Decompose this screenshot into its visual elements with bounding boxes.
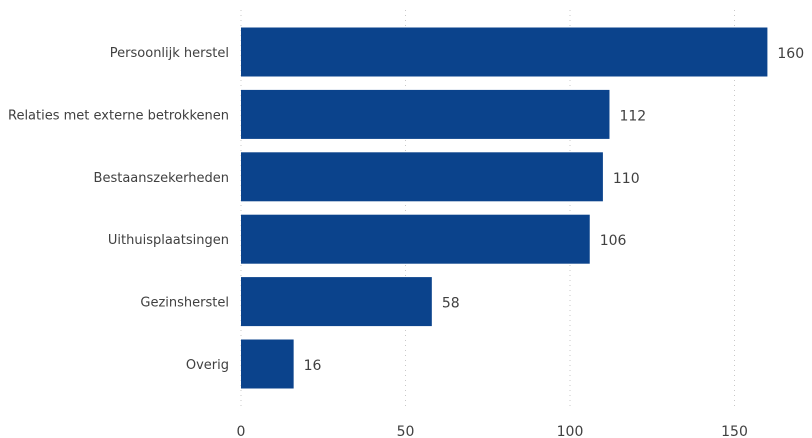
category-label: Gezinsherstel bbox=[140, 296, 229, 311]
value-label: 106 bbox=[600, 233, 627, 249]
bar[interactable] bbox=[241, 27, 768, 77]
x-tick-label: 150 bbox=[721, 424, 748, 438]
x-tick-label: 100 bbox=[557, 424, 584, 438]
gridlines bbox=[240, 10, 735, 410]
x-tick-label: 50 bbox=[397, 424, 415, 438]
value-label: 58 bbox=[442, 296, 460, 312]
category-labels: Persoonlijk herstel Relaties met externe … bbox=[8, 46, 229, 373]
x-tick-label: 0 bbox=[237, 424, 246, 438]
value-label: 110 bbox=[613, 171, 640, 187]
bars-group bbox=[241, 27, 768, 389]
value-label: 112 bbox=[619, 108, 646, 124]
bar[interactable] bbox=[241, 152, 603, 202]
bar[interactable] bbox=[241, 277, 432, 327]
category-label: Relaties met externe betrokkenen bbox=[8, 108, 229, 123]
bar[interactable] bbox=[241, 339, 294, 389]
value-labels: 160 112 110 106 58 16 bbox=[304, 46, 804, 374]
x-axis-ticks: 0 50 100 150 bbox=[237, 424, 748, 438]
category-label: Persoonlijk herstel bbox=[110, 46, 229, 61]
value-label: 160 bbox=[777, 46, 804, 62]
bar[interactable] bbox=[241, 214, 590, 264]
bar[interactable] bbox=[241, 89, 610, 139]
category-label: Bestaanszekerheden bbox=[94, 171, 229, 186]
category-label: Uithuisplaatsingen bbox=[108, 233, 229, 248]
category-label: Overig bbox=[186, 358, 229, 373]
value-label: 16 bbox=[304, 358, 322, 374]
